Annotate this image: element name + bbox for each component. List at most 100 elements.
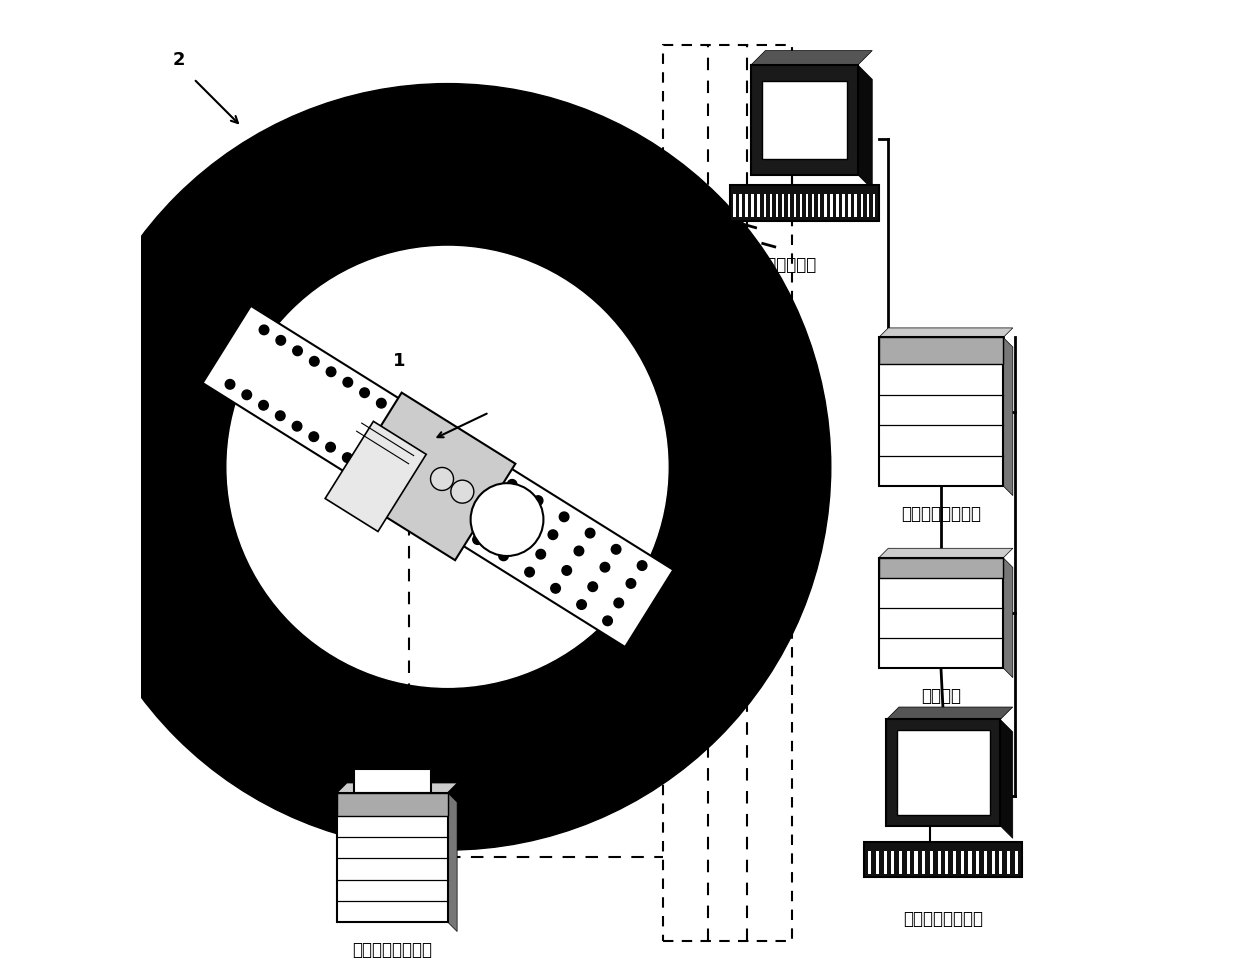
- Bar: [733, 194, 735, 218]
- Polygon shape: [887, 707, 1013, 719]
- Circle shape: [603, 616, 613, 626]
- Circle shape: [393, 409, 403, 419]
- Bar: [781, 194, 784, 218]
- Bar: [745, 194, 748, 218]
- Bar: [836, 194, 838, 218]
- Circle shape: [548, 530, 558, 539]
- Polygon shape: [751, 51, 872, 65]
- Circle shape: [585, 529, 595, 538]
- Bar: [739, 194, 742, 218]
- Bar: [914, 850, 918, 874]
- Circle shape: [310, 357, 319, 366]
- Bar: [806, 194, 808, 218]
- Bar: [812, 194, 815, 218]
- Circle shape: [472, 535, 482, 544]
- Bar: [976, 850, 980, 874]
- Bar: [818, 194, 821, 218]
- Circle shape: [551, 583, 560, 593]
- Bar: [758, 194, 760, 218]
- Bar: [854, 194, 857, 218]
- Bar: [825, 194, 827, 218]
- Text: 2: 2: [174, 51, 186, 69]
- Bar: [1007, 850, 1011, 874]
- Circle shape: [293, 346, 303, 356]
- Circle shape: [326, 442, 335, 452]
- Polygon shape: [879, 328, 1013, 337]
- Bar: [337, 792, 448, 816]
- Bar: [954, 850, 956, 874]
- Bar: [945, 850, 949, 874]
- Bar: [751, 65, 858, 175]
- Circle shape: [430, 468, 454, 491]
- Bar: [761, 81, 847, 159]
- Bar: [730, 186, 879, 221]
- Circle shape: [496, 498, 506, 507]
- Bar: [887, 719, 1001, 826]
- Bar: [800, 194, 802, 218]
- Circle shape: [498, 551, 508, 561]
- Circle shape: [309, 432, 319, 441]
- Circle shape: [559, 512, 569, 522]
- Bar: [879, 558, 1003, 668]
- Bar: [353, 769, 432, 792]
- Bar: [842, 194, 844, 218]
- Text: 呼吸门控感知装置: 呼吸门控感知装置: [352, 941, 433, 959]
- Circle shape: [611, 544, 621, 554]
- Bar: [867, 194, 869, 218]
- Bar: [897, 730, 990, 816]
- Bar: [879, 558, 1003, 577]
- Polygon shape: [858, 65, 872, 190]
- Circle shape: [574, 546, 584, 556]
- Circle shape: [577, 600, 587, 609]
- Text: MR图像工作站: MR图像工作站: [738, 256, 817, 274]
- Bar: [663, 46, 792, 941]
- Circle shape: [522, 513, 532, 523]
- Circle shape: [360, 388, 370, 398]
- Bar: [879, 337, 1003, 486]
- Bar: [923, 850, 925, 874]
- Bar: [864, 842, 1023, 878]
- Circle shape: [293, 422, 301, 431]
- Bar: [848, 194, 851, 218]
- Bar: [983, 850, 987, 874]
- Bar: [906, 850, 910, 874]
- Circle shape: [226, 379, 234, 389]
- Circle shape: [377, 399, 386, 408]
- Bar: [961, 850, 963, 874]
- Bar: [879, 337, 1003, 364]
- Bar: [770, 194, 773, 218]
- Circle shape: [471, 483, 543, 556]
- Bar: [787, 194, 790, 218]
- Text: 图像融合
处理装置: 图像融合 处理装置: [921, 687, 961, 726]
- Circle shape: [360, 464, 368, 473]
- Bar: [937, 850, 941, 874]
- Circle shape: [484, 517, 494, 527]
- Text: 1: 1: [393, 353, 405, 370]
- Bar: [831, 194, 832, 218]
- Circle shape: [64, 84, 831, 850]
- Text: 4: 4: [611, 721, 624, 740]
- Bar: [751, 194, 754, 218]
- Bar: [968, 850, 971, 874]
- Bar: [899, 850, 903, 874]
- Circle shape: [525, 568, 534, 576]
- Circle shape: [588, 582, 598, 592]
- Bar: [861, 194, 863, 218]
- Bar: [930, 850, 932, 874]
- Bar: [873, 194, 875, 218]
- Bar: [892, 850, 894, 874]
- Polygon shape: [325, 421, 427, 532]
- Circle shape: [626, 578, 636, 588]
- Circle shape: [600, 563, 610, 572]
- Circle shape: [275, 411, 285, 421]
- Circle shape: [259, 325, 269, 334]
- Circle shape: [637, 561, 647, 571]
- Circle shape: [533, 496, 543, 505]
- Text: 3: 3: [174, 678, 186, 696]
- Circle shape: [510, 534, 520, 542]
- Polygon shape: [1001, 719, 1013, 838]
- Circle shape: [326, 367, 336, 376]
- Circle shape: [451, 480, 474, 503]
- Text: 图像融合采集装置: 图像融合采集装置: [901, 505, 981, 523]
- Polygon shape: [341, 393, 516, 560]
